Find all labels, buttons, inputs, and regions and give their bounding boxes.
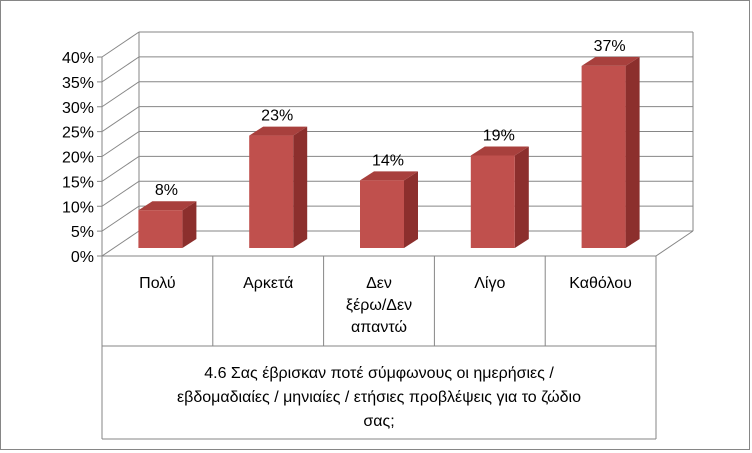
- bar-front: [138, 210, 183, 248]
- data-label: 23%: [261, 108, 293, 125]
- y-tick-label: 5%: [71, 224, 94, 241]
- y-tick-label: 10%: [62, 199, 94, 216]
- data-labels: 8% 23% 14% 19% 37%: [155, 38, 626, 199]
- data-label: 19%: [483, 127, 515, 144]
- category-label: Πολύ: [139, 275, 176, 292]
- y-axis-ticks: 0% 5% 10% 15% 20% 25% 30% 35% 40%: [62, 50, 94, 266]
- category-label: Λίγο: [474, 275, 505, 292]
- category-label: Δεν ξέρω/Δεν απαντώ: [346, 275, 412, 336]
- bar-top: [581, 56, 640, 66]
- bar: [138, 201, 197, 248]
- bar-side: [404, 171, 418, 248]
- gridline-diagonal: [101, 180, 140, 207]
- bar-top: [249, 126, 308, 136]
- y-tick-label: 40%: [62, 50, 94, 67]
- floor-right-edge: [655, 230, 694, 257]
- data-label: 14%: [372, 152, 404, 169]
- bar-top: [360, 171, 418, 181]
- bar-side: [293, 126, 308, 248]
- bar-front: [249, 135, 294, 248]
- gridline-diagonal: [101, 205, 140, 232]
- gridline-diagonal: [101, 106, 140, 133]
- bar-side: [514, 146, 529, 248]
- bar-top: [470, 146, 529, 156]
- bar-side: [182, 201, 197, 248]
- bars: [138, 56, 640, 248]
- y-tick-label: 0%: [71, 249, 94, 266]
- y-tick-label: 35%: [62, 75, 94, 92]
- gridline-diagonal: [101, 155, 140, 182]
- bar: [470, 146, 529, 248]
- bar: [249, 126, 308, 248]
- gridline-diagonal: [101, 131, 140, 157]
- category-label: Αρκετά: [243, 275, 293, 292]
- bar-top: [138, 201, 197, 211]
- y-tick-label: 25%: [62, 125, 94, 142]
- gridline-diagonal: [101, 56, 140, 83]
- y-tick-label: 20%: [62, 150, 94, 167]
- bar: [360, 171, 418, 248]
- bar-side: [625, 56, 640, 248]
- gridline-diagonal: [101, 31, 140, 58]
- bar-front: [581, 65, 626, 248]
- x-axis-title: 4.6 Σας έβρισκαν ποτέ σύμφωνους οι ημερή…: [177, 365, 581, 430]
- gridline-diagonal: [101, 230, 140, 257]
- data-label: 8%: [155, 182, 178, 199]
- category-table: Πολύ Αρκετά Δεν ξέρω/Δεν απαντώ Λίγο Καθόλου 4.…: [101, 256, 657, 440]
- bar-front: [470, 155, 515, 248]
- category-label: Καθόλου: [569, 275, 632, 292]
- y-tick-label: 30%: [62, 100, 94, 117]
- y-tick-label: 15%: [62, 174, 94, 191]
- bar-front: [360, 180, 404, 248]
- bar: [581, 56, 640, 248]
- gridline-diagonal: [101, 81, 140, 108]
- data-label: 37%: [594, 38, 626, 55]
